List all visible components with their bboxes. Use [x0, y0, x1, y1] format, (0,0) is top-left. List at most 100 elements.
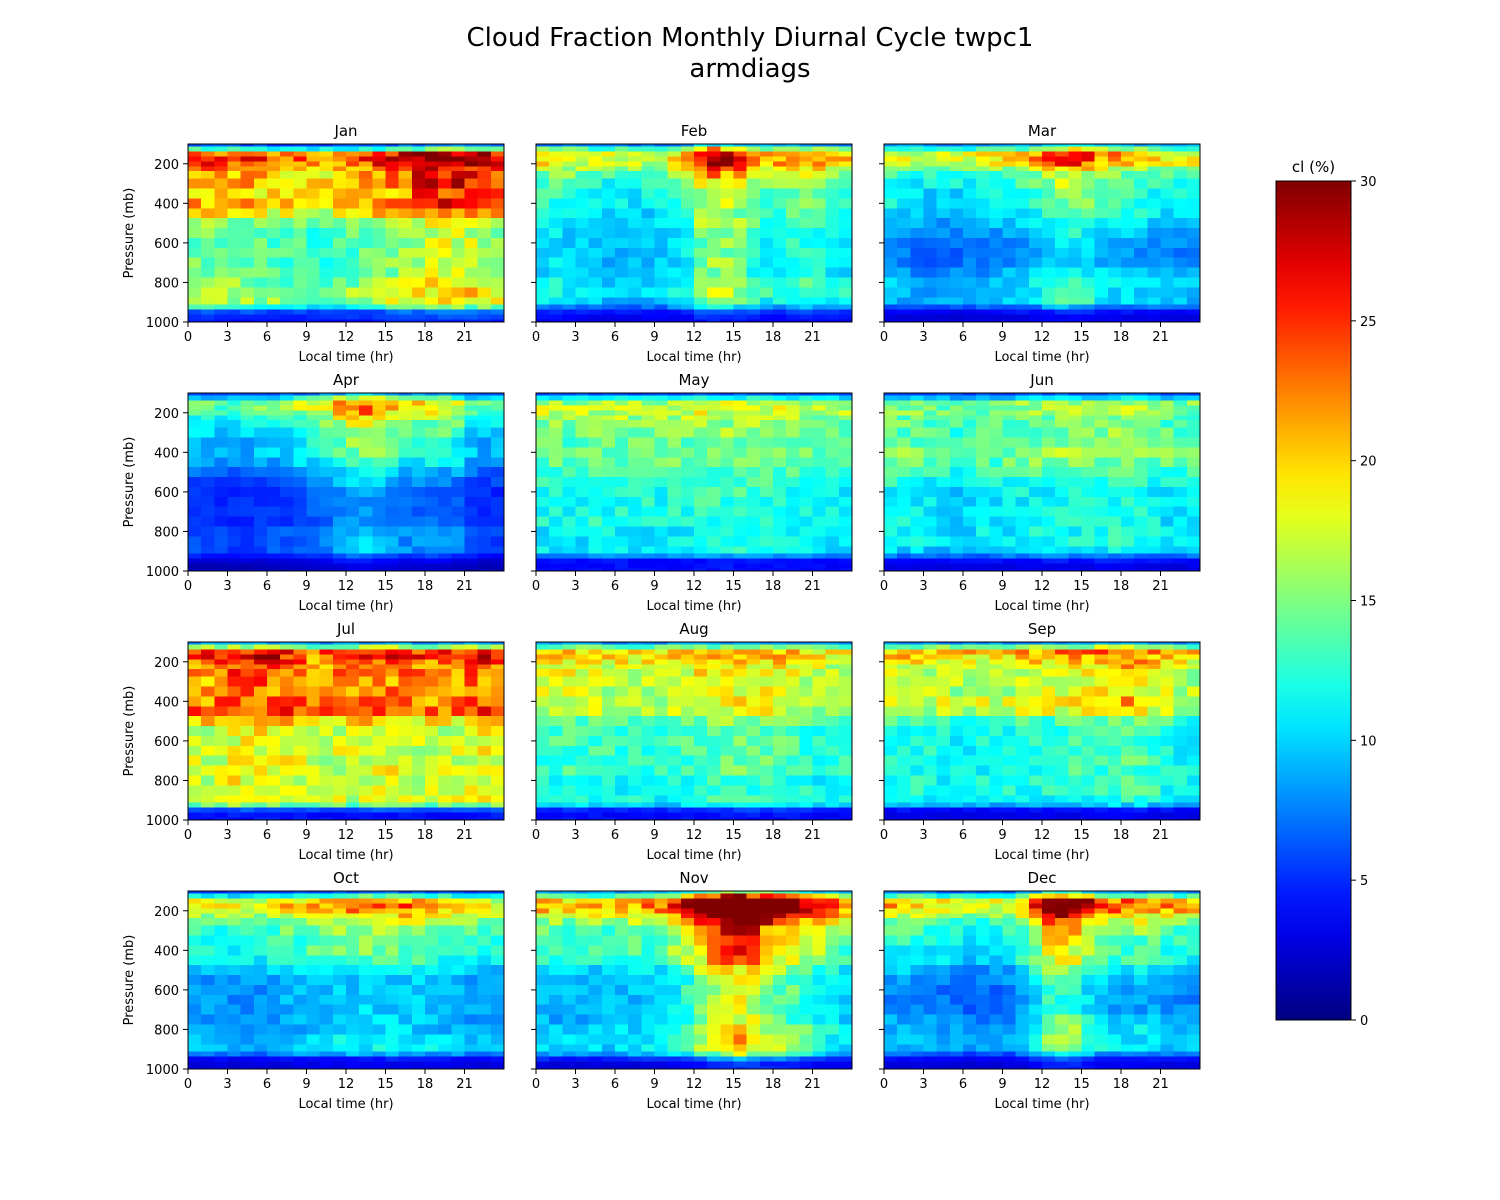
heatmap-cell	[667, 277, 682, 288]
heatmap-cell	[385, 314, 400, 321]
heatmap-cell	[720, 304, 735, 311]
heatmap-cell	[411, 546, 426, 555]
heatmap-cell	[1015, 171, 1030, 180]
heatmap-cell	[1186, 198, 1201, 209]
heatmap-cell	[1160, 420, 1175, 429]
heatmap-cell	[451, 198, 466, 209]
heatmap-cell	[1055, 467, 1069, 478]
heatmap-cell	[1002, 669, 1017, 678]
heatmap-cell	[641, 642, 656, 646]
heatmap-cell	[438, 228, 452, 239]
heatmap-cell	[773, 686, 787, 697]
heatmap-cell	[332, 467, 347, 478]
heatmap-cell	[319, 516, 334, 528]
heatmap-cell	[293, 765, 308, 777]
heatmap-cell	[240, 247, 255, 259]
heatmap-cell	[923, 208, 938, 219]
heatmap-cell	[1028, 257, 1043, 269]
heatmap-cell	[438, 257, 452, 269]
heatmap-cell	[746, 161, 761, 167]
heatmap-cell	[1094, 198, 1109, 209]
heatmap-cell	[615, 144, 629, 148]
heatmap-cell	[332, 496, 347, 508]
heatmap-cell	[398, 644, 413, 651]
heatmap-cell	[411, 208, 426, 219]
x-tick-label: 6	[611, 828, 619, 843]
heatmap-cell	[654, 755, 669, 767]
heatmap-cell	[188, 802, 202, 809]
heatmap-cell	[359, 654, 373, 660]
heatmap-cell	[1055, 437, 1069, 448]
heatmap-cell	[838, 405, 853, 411]
heatmap-cell	[549, 151, 563, 157]
heatmap-cell	[293, 735, 308, 747]
heatmap-cell	[201, 405, 215, 411]
heatmap-cell	[680, 745, 695, 757]
heatmap-cell	[1055, 536, 1069, 547]
y-tick-label: 200	[154, 407, 179, 422]
heatmap-cell	[680, 314, 695, 321]
heatmap-cell	[720, 151, 735, 157]
heatmap-cell	[398, 536, 413, 547]
heatmap-cell	[1068, 144, 1083, 148]
heatmap-cell	[227, 267, 242, 279]
heatmap-cell	[601, 228, 616, 239]
heatmap-cell	[1002, 156, 1017, 162]
heatmap-cell	[949, 558, 964, 565]
heatmap-cell	[601, 393, 616, 397]
heatmap-cell	[720, 735, 735, 747]
heatmap-cell	[280, 156, 294, 162]
heatmap-cell	[825, 457, 840, 468]
heatmap-cell	[976, 558, 990, 565]
heatmap-cell	[490, 812, 505, 819]
heatmap-cell	[425, 415, 439, 421]
heatmap-cell	[253, 188, 268, 199]
heatmap-cell	[588, 393, 603, 397]
heatmap-cell	[477, 156, 492, 162]
heatmap-cell	[1015, 287, 1030, 298]
heatmap-cell	[464, 696, 479, 707]
heatmap-cell	[949, 144, 964, 148]
heatmap-cell	[280, 309, 294, 316]
heatmap-cell	[884, 664, 898, 670]
heatmap-cell	[346, 427, 360, 439]
heatmap-cell	[963, 563, 977, 570]
heatmap-cell	[562, 437, 577, 448]
heatmap-cell	[628, 314, 642, 321]
heatmap-cell	[799, 427, 814, 439]
heatmap-cell	[680, 420, 695, 429]
heatmap-cell	[332, 257, 347, 269]
heatmap-cell	[601, 218, 616, 229]
heatmap-cell	[490, 726, 505, 737]
heatmap-cell	[214, 198, 229, 209]
heatmap-cell	[477, 659, 492, 665]
heatmap-cell	[319, 467, 334, 478]
heatmap-cell	[588, 696, 603, 707]
heatmap-cell	[989, 457, 1004, 468]
heatmap-cell	[694, 237, 708, 249]
heatmap-cell	[1068, 496, 1083, 508]
heatmap-cell	[280, 420, 294, 429]
heatmap-cell	[549, 706, 563, 717]
heatmap-cell	[477, 247, 492, 259]
heatmap-cell	[773, 146, 787, 153]
heatmap-cell	[976, 309, 990, 316]
heatmap-cell	[1042, 649, 1056, 655]
heatmap-cell	[306, 437, 321, 448]
heatmap-cell	[240, 319, 255, 323]
heatmap-cell	[759, 420, 774, 429]
heatmap-cell	[1028, 669, 1043, 678]
heatmap-cell	[720, 393, 735, 397]
heatmap-cell	[398, 277, 413, 288]
heatmap-cell	[464, 393, 479, 397]
heatmap-cell	[549, 304, 563, 311]
heatmap-cell	[628, 755, 642, 767]
heatmap-cell	[1160, 427, 1175, 439]
heatmap-cell	[464, 151, 479, 157]
heatmap-cell	[425, 664, 439, 670]
heatmap-cell	[267, 558, 281, 565]
heatmap-cell	[319, 146, 334, 153]
heatmap-cell	[601, 817, 616, 821]
heatmap-cell	[1055, 664, 1069, 670]
heatmap-cell	[398, 546, 413, 555]
